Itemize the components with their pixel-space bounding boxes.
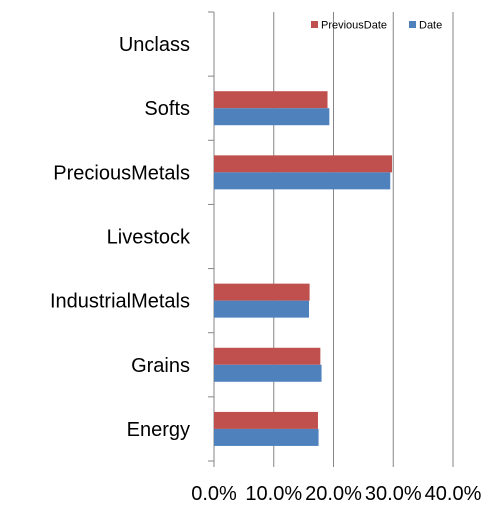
bar-previousdate-softs <box>214 91 328 109</box>
bar-date-softs <box>214 108 330 126</box>
bar-previousdate-preciousmetals <box>214 155 393 173</box>
category-label-grains: Grains <box>131 355 190 377</box>
x-tick-label: 10.0% <box>245 483 302 505</box>
legend-swatch-date <box>409 21 416 28</box>
category-axis <box>208 11 454 467</box>
category-label-unclass: Unclass <box>119 34 190 56</box>
category-label-industrialmetals: IndustrialMetals <box>50 291 190 313</box>
x-tick-label: 40.0% <box>425 483 482 505</box>
bar-previousdate-industrialmetals <box>214 283 310 301</box>
legend-label-date: Date <box>419 20 442 32</box>
x-tick-label: 30.0% <box>365 483 422 505</box>
x-tick-labels: 0.0% 10.0% 20.0% 30.0% 40.0% <box>191 483 481 505</box>
category-label-energy: Energy <box>127 419 190 441</box>
gridlines <box>273 12 454 461</box>
x-tick-label: 0.0% <box>191 483 237 505</box>
legend-swatch-previousdate <box>311 21 318 28</box>
bar-date-grains <box>214 364 322 382</box>
category-label-livestock: Livestock <box>107 227 191 249</box>
bars <box>214 91 393 446</box>
bar-previousdate-energy <box>214 411 318 429</box>
bar-date-preciousmetals <box>214 172 391 190</box>
bar-date-industrialmetals <box>214 300 310 318</box>
category-label-preciousmetals: PreciousMetals <box>53 162 190 184</box>
category-label-softs: Softs <box>144 98 190 120</box>
bar-date-energy <box>214 428 319 446</box>
bar-previousdate-grains <box>214 347 321 365</box>
legend-label-previousdate: PreviousDate <box>321 20 387 32</box>
legend: PreviousDate Date <box>311 20 442 32</box>
category-labels: Unclass Softs PreciousMetals Livestock Indus… <box>50 34 191 441</box>
x-tick-label: 20.0% <box>305 483 362 505</box>
